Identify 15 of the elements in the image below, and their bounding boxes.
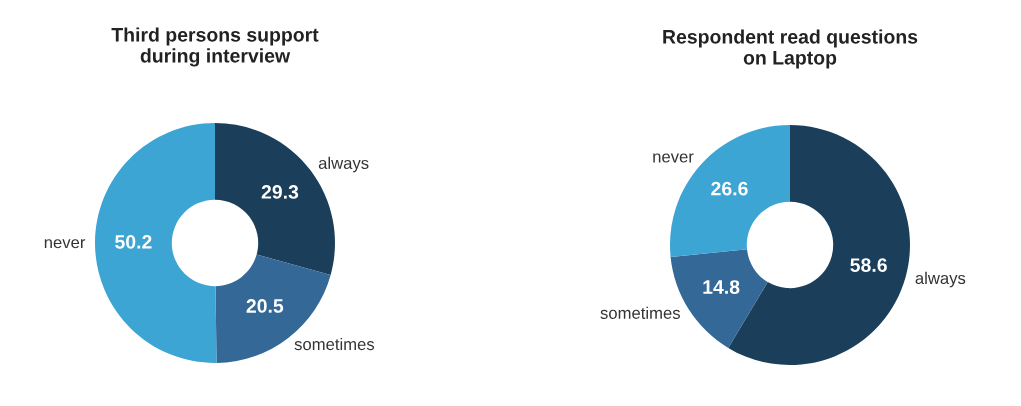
chart-title: Third persons support during interview [111,27,319,67]
data-label: 14.8 [703,280,740,294]
donut-slice [95,123,217,363]
slice-label: never [653,153,694,163]
slice-label: never [44,239,86,249]
slice-label: always [318,156,369,173]
data-label: 50.2 [115,234,152,249]
data-label: 58.6 [850,258,887,272]
data-label: 20.5 [246,299,284,313]
slice-label: sometimes [600,306,680,319]
chart-title: Respondent read questions on Laptop [663,29,918,69]
data-label: 26.6 [711,181,748,196]
data-label: 29.3 [261,185,299,199]
slice-label: sometimes [294,337,375,351]
slice-label: always [915,271,966,288]
